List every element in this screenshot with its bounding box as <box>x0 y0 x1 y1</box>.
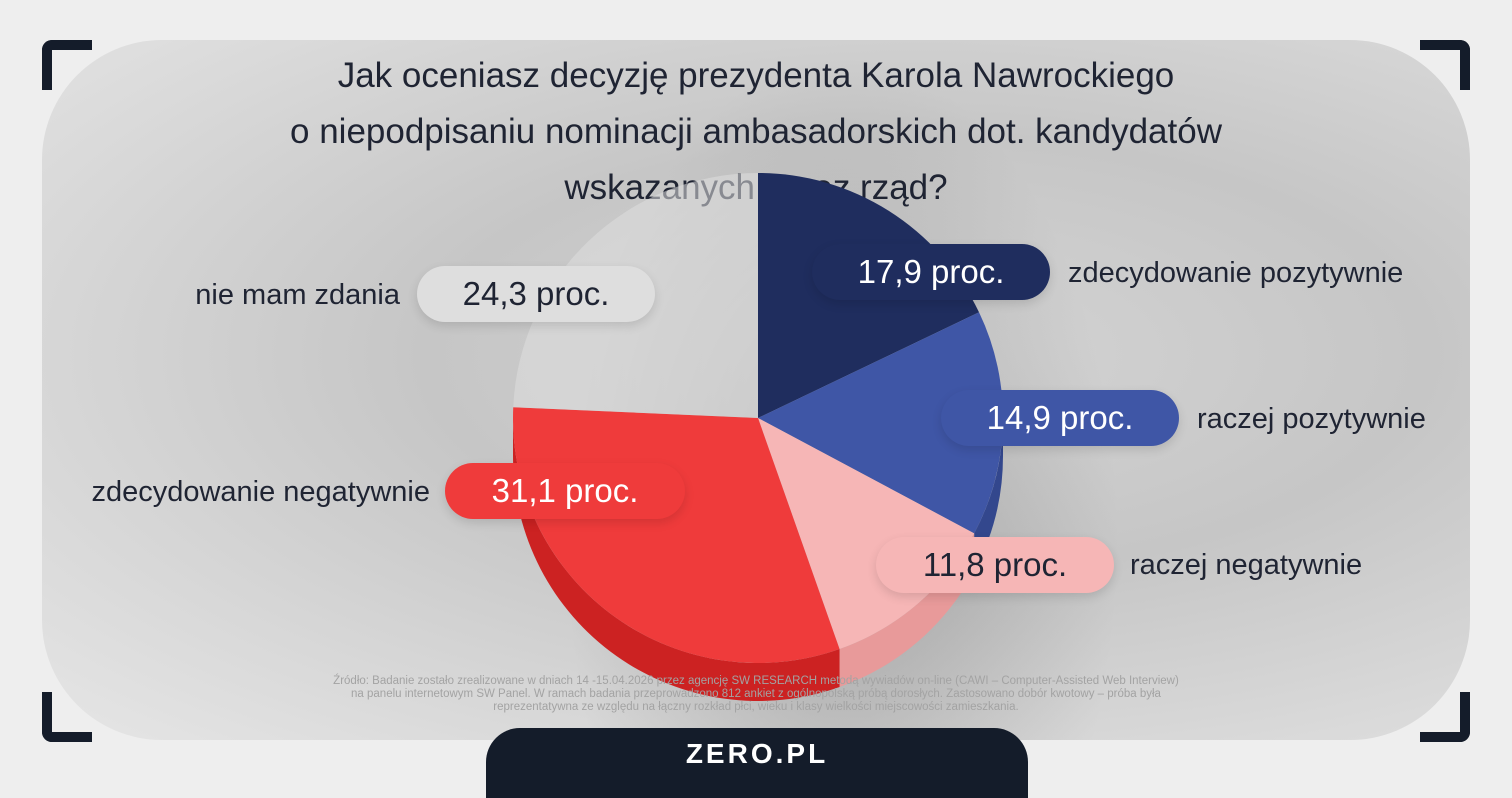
corner-bracket-top-right <box>1420 40 1470 90</box>
pie-side-raczej-negatywnie <box>839 533 975 688</box>
pill-raczej-pozytywnie: 14,9 proc. <box>941 390 1179 446</box>
corner-bracket-bottom-left <box>42 692 92 742</box>
pie-slice-raczej-pozytywnie <box>758 312 1003 534</box>
value-zdecydowanie-negatywnie: 31,1 proc. <box>491 472 639 509</box>
value-nie-mam-zdania: 24,3 proc. <box>462 275 610 312</box>
corner-bracket-bottom-right <box>1420 692 1470 742</box>
pie-side-zdecydowanie-negatywnie <box>513 418 840 701</box>
value-raczej-pozytywnie: 14,9 proc. <box>986 399 1134 436</box>
pill-zdecydowanie-pozytywnie: 17,9 proc. <box>812 244 1050 300</box>
zero-pl-logo: ZERO.PL <box>685 738 829 769</box>
source-note: Źródło: Badanie zostało zrealizowane w d… <box>240 675 1272 714</box>
pill-nie-mam-zdania: 24,3 proc. <box>417 266 655 322</box>
chart-title-line-1: Jak oceniasz decyzję prezydenta Karola N… <box>337 56 1175 95</box>
chart-title-line-2: o niepodpisaniu nominacji ambasadorskich… <box>290 112 1222 151</box>
pill-raczej-negatywnie: 11,8 proc. <box>876 537 1114 593</box>
label-zdecydowanie-negatywnie: zdecydowanie negatywnie <box>91 476 430 508</box>
value-raczej-negatywnie: 11,8 proc. <box>922 546 1068 583</box>
pill-zdecydowanie-negatywnie: 31,1 proc. <box>445 463 685 519</box>
pie-side-raczej-pozytywnie <box>974 418 1003 572</box>
corner-bracket-top-left <box>42 40 92 90</box>
source-line-2: na panelu internetowym SW Panel. W ramac… <box>351 688 1161 700</box>
source-line-1: Źródło: Badanie zostało zrealizowane w d… <box>333 675 1179 687</box>
footer-bar: ZERO.PL <box>486 728 1028 798</box>
pie-chart <box>512 173 1003 701</box>
label-raczej-negatywnie: raczej negatywnie <box>1130 549 1363 581</box>
value-zdecydowanie-pozytywnie: 17,9 proc. <box>857 253 1005 290</box>
source-line-3: reprezentatywna ze względu na łączny roz… <box>493 701 1019 713</box>
label-zdecydowanie-pozytywnie: zdecydowanie pozytywnie <box>1068 257 1404 289</box>
label-nie-mam-zdania: nie mam zdania <box>195 279 400 311</box>
label-raczej-pozytywnie: raczej pozytywnie <box>1197 403 1426 435</box>
